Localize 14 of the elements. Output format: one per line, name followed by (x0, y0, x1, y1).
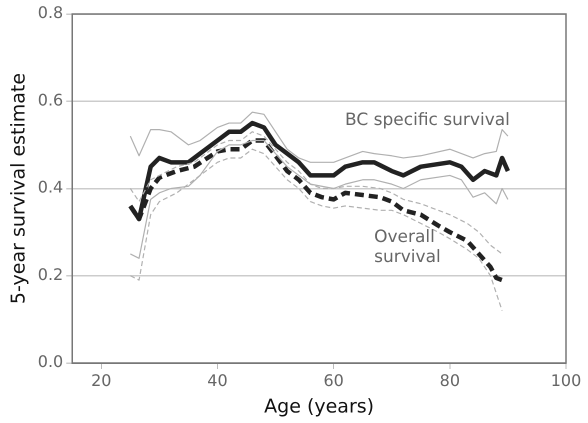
y-tick-label: 0.4 (38, 178, 64, 197)
y-tick-label: 0.8 (38, 3, 64, 22)
x-axis-title: Age (years) (264, 396, 374, 418)
x-tick-label: 100 (550, 370, 582, 390)
x-tick-label: 80 (440, 370, 460, 390)
y-axis-title: 5-year survival estimate (7, 72, 30, 304)
x-tick-label: 20 (91, 370, 112, 390)
series-label: BC specific survival (345, 110, 510, 130)
x-tick-label: 40 (207, 370, 228, 390)
x-tick-label: 60 (323, 370, 344, 390)
y-tick-label: 0.2 (38, 264, 64, 284)
series-label: Overall survival (374, 227, 441, 268)
y-tick-label: 0.6 (38, 90, 64, 110)
y-tick-label: 0.0 (38, 352, 64, 372)
